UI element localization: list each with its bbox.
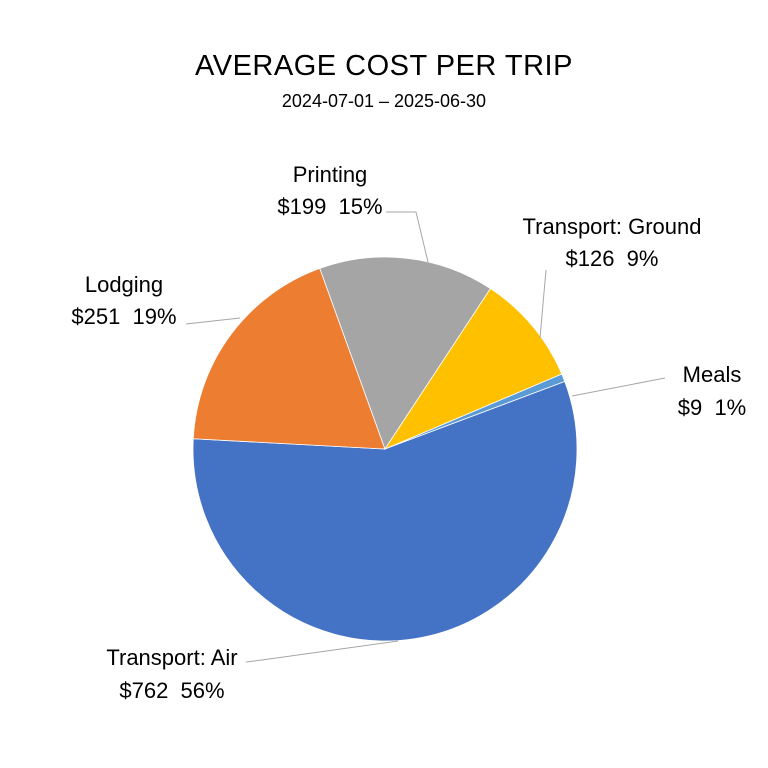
slice-label-name-meals: Meals [683,362,742,387]
chart-title: AVERAGE COST PER TRIP [195,50,573,82]
pie-slices [192,256,578,642]
slice-label-name-lodging: Lodging [85,272,163,297]
slice-labels: Meals $9 1% Transport: Air $762 56% Lodging $… [71,162,746,703]
slice-label-name-printing: Printing [293,162,368,187]
slice-label-value-transport-ground: $126 9% [566,246,659,271]
leader-line-meals [571,377,666,397]
leader-line-lodging [185,317,241,325]
pie-slice-printing [319,256,492,450]
leader-line-transport-air [245,640,399,663]
slice-label-name-transport-air: Transport: Air [106,645,237,670]
pie-slice-transport-air [192,380,578,642]
slice-label-value-meals: $9 1% [678,395,747,420]
leader-line-transport-ground [539,269,547,339]
slice-label-value-lodging: $251 19% [71,304,176,329]
leader-line-printing [386,211,429,263]
pie-slice-lodging [192,267,386,450]
slice-label-value-printing: $199 15% [277,194,382,219]
chart-subtitle: 2024-07-01 – 2025-06-30 [281,91,487,111]
leader-lines [185,211,666,663]
slice-label-name-transport-ground: Transport: Ground [523,214,702,239]
pie-slice-transport-ground [383,288,563,450]
slice-label-value-transport-air: $762 56% [119,678,224,703]
